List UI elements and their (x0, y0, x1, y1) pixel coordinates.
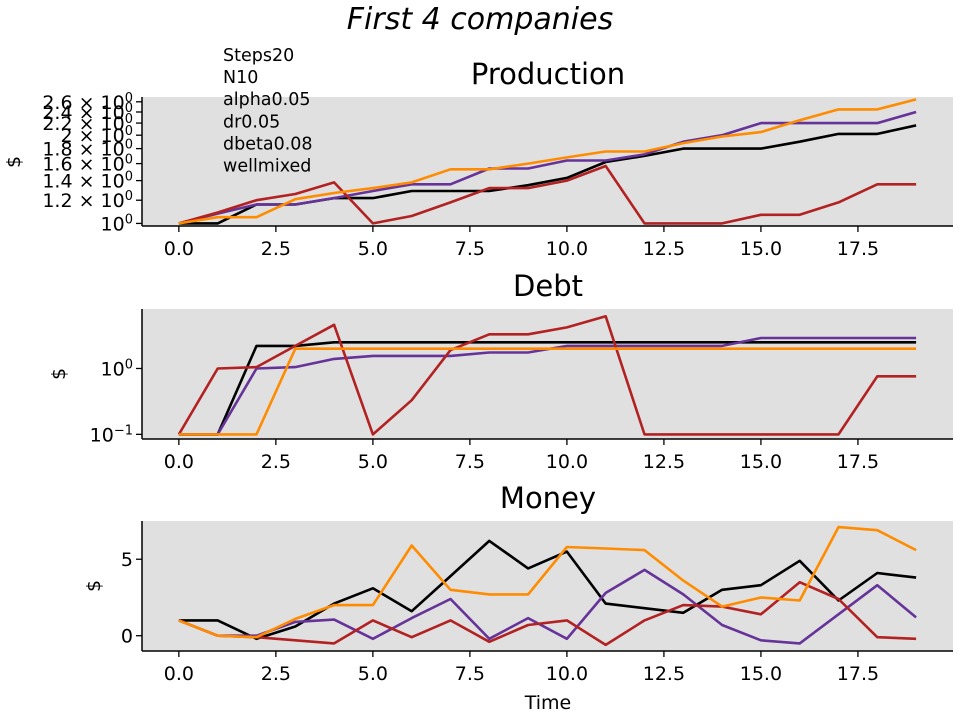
money-series-4-line (178, 525, 917, 639)
money-y-ticks: 05 (121, 549, 142, 648)
money-x-tick-label: 7.5 (455, 663, 485, 685)
parameter-line: dbeta0.08 (223, 134, 313, 154)
production-y-tick-label: 100 (101, 212, 133, 236)
debt-x-tick-label: 10.0 (546, 451, 588, 473)
debt-y-ticks: 10−1 100 (90, 357, 142, 446)
debt-x-tick-label: 5.0 (358, 451, 388, 473)
debt-y-tick-label: 100 (101, 357, 133, 381)
debt-series-3-line (177, 314, 917, 436)
production-series-lines (178, 98, 917, 225)
debt-y-label: $ (48, 368, 70, 380)
money-y-tick-label: 0 (121, 626, 133, 648)
money-x-tick-label: 15.0 (740, 663, 782, 685)
production-x-tick-label: 15.0 (740, 238, 782, 260)
production-series-3-line (178, 164, 917, 225)
figure-title: First 4 companies (347, 2, 613, 37)
production-y-tick-label: 1.4 × 100 (42, 169, 133, 193)
production-y-label: $ (3, 156, 25, 168)
money-x-tick-label: 10.0 (546, 663, 588, 685)
production-y-tick-label: 2 × 100 (60, 124, 133, 148)
debt-panel: 10−1 100 0.0 2.5 5.0 7.5 10.0 12.5 15.0 17.5 Deb… (48, 269, 953, 473)
money-x-tick-label: 17.5 (837, 663, 879, 685)
production-y-tick-label: 2.6 × 100 (42, 90, 133, 114)
debt-series-1-line (178, 340, 917, 436)
production-x-tick-label: 10.0 (546, 238, 588, 260)
production-x-tick-label: 5.0 (358, 238, 388, 260)
money-series-3-line (178, 580, 917, 647)
money-x-tick-label: 5.0 (358, 663, 388, 685)
money-series-lines (178, 525, 917, 647)
production-y-tick-label: 1.6 × 100 (42, 152, 133, 176)
production-x-tick-label: 17.5 (837, 238, 879, 260)
money-panel: 05 0.0 2.5 5.0 7.5 10.0 12.5 15.0 17.5 Money $ (83, 481, 953, 685)
parameter-line: wellmixed (223, 157, 311, 177)
debt-x-tick-label: 12.5 (643, 451, 685, 473)
production-x-tick-label: 7.5 (455, 238, 485, 260)
parameter-line: dr0.05 (223, 112, 280, 132)
debt-series-4-line (178, 347, 917, 436)
parameter-line: alpha0.05 (223, 90, 310, 110)
money-x-ticks: 0.0 2.5 5.0 7.5 10.0 12.5 15.0 17.5 (164, 651, 879, 685)
debt-x-ticks: 0.0 2.5 5.0 7.5 10.0 12.5 15.0 17.5 (164, 439, 879, 473)
debt-series-lines (177, 314, 917, 436)
money-title: Money (500, 481, 596, 515)
production-y-tick-label: 1.2 × 100 (42, 189, 133, 213)
money-y-tick-label: 5 (121, 549, 133, 571)
parameter-line: Steps20 (223, 46, 294, 66)
parameter-line: N10 (223, 68, 258, 88)
money-x-tick-label: 2.5 (261, 663, 291, 685)
production-series-4-line (178, 98, 917, 225)
production-y-tick-label: 2.2 × 100 (42, 112, 133, 136)
money-x-tick-label: 12.5 (643, 663, 685, 685)
money-series-2-line (178, 568, 917, 645)
debt-y-tick-label: 10−1 (90, 423, 133, 447)
x-axis-label: Time (524, 692, 572, 714)
debt-x-tick-label: 15.0 (740, 451, 782, 473)
debt-x-tick-label: 0.0 (164, 451, 194, 473)
production-x-tick-label: 0.0 (164, 238, 194, 260)
money-x-tick-label: 0.0 (164, 663, 194, 685)
money-y-label: $ (83, 580, 105, 592)
production-title: Production (471, 57, 625, 91)
production-y-tick-label: 2.4 × 100 (42, 100, 133, 124)
production-x-ticks: 0.0 2.5 5.0 7.5 10.0 12.5 15.0 17.5 (164, 226, 879, 260)
production-y-tick-label: 1.8 × 100 (42, 137, 133, 161)
debt-x-tick-label: 17.5 (837, 451, 879, 473)
debt-x-tick-label: 7.5 (455, 451, 485, 473)
production-x-tick-label: 12.5 (643, 238, 685, 260)
debt-title: Debt (513, 269, 583, 303)
debt-x-tick-label: 2.5 (261, 451, 291, 473)
production-x-tick-label: 2.5 (261, 238, 291, 260)
